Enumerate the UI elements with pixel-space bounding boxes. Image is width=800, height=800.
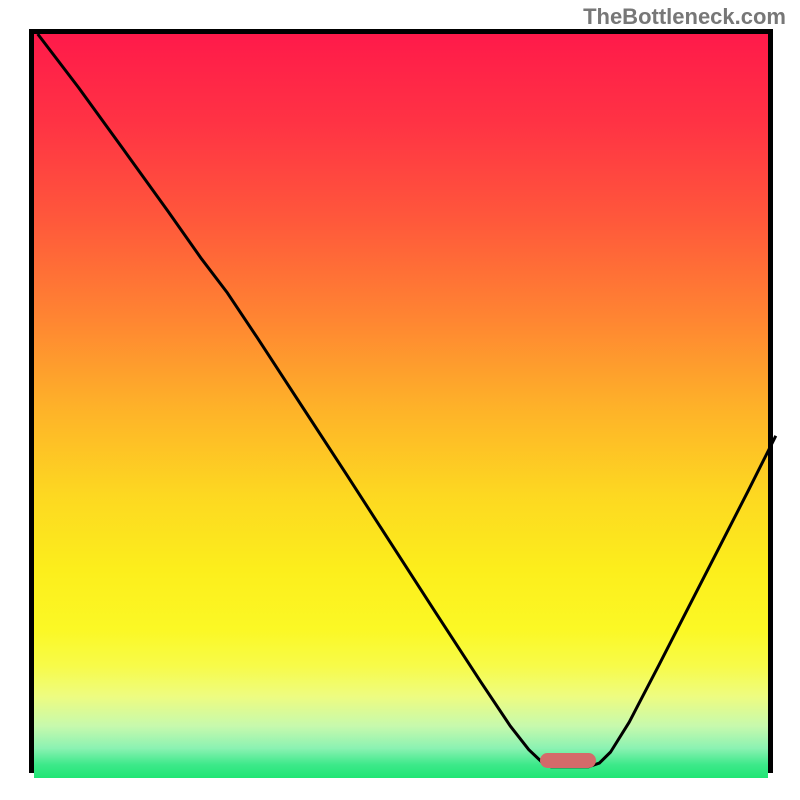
curve-svg — [34, 34, 778, 778]
plot-area — [29, 29, 773, 773]
chart-container: TheBottleneck.com — [0, 0, 800, 800]
watermark-text: TheBottleneck.com — [583, 4, 786, 30]
optimal-marker — [540, 753, 596, 768]
bottleneck-curve — [38, 34, 776, 767]
